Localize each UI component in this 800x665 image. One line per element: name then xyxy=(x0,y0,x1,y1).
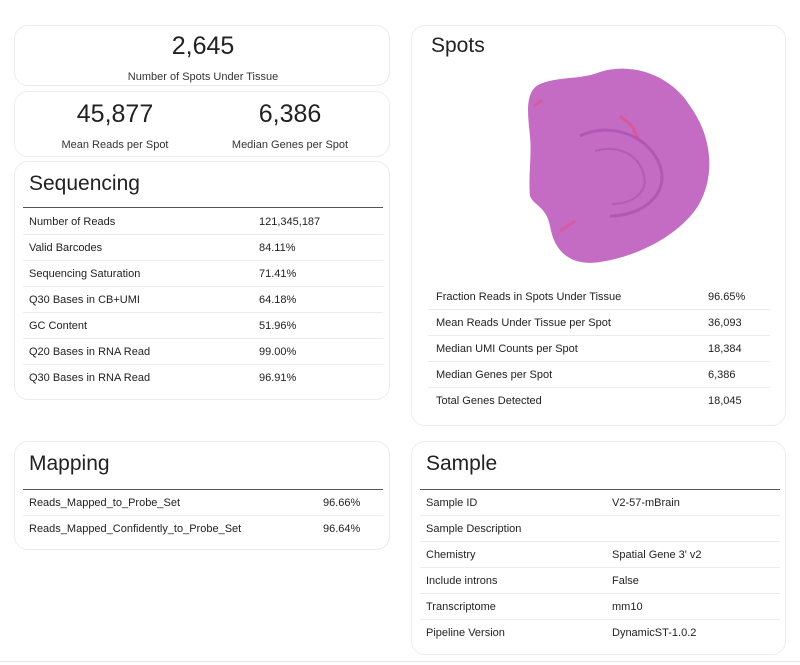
table-row: Number of Reads 121,345,187 xyxy=(23,209,383,235)
tissue-highlight-3 xyxy=(533,98,543,108)
metric-value: 64.18% xyxy=(259,293,297,306)
spots-under-tissue-card: 2,645 Number of Spots Under Tissue xyxy=(14,25,390,86)
metric-label: Transcriptome xyxy=(426,600,496,613)
metric-label: Median Genes per Spot xyxy=(436,368,553,381)
metric-label: Include introns xyxy=(426,574,498,587)
metric-label: Reads_Mapped_Confidently_to_Probe_Set xyxy=(29,523,242,535)
table-row: Q30 Bases in CB+UMI 64.18% xyxy=(23,287,383,313)
table-row: Reads_Mapped_Confidently_to_Probe_Set 96.… xyxy=(23,516,383,542)
metric-value: 71.41% xyxy=(259,267,297,280)
spots-under-tissue-label: Number of Spots Under Tissue xyxy=(127,71,279,83)
metric-label: Valid Barcodes xyxy=(29,241,103,254)
mean-reads-value: 45,877 xyxy=(76,100,154,128)
metric-value: V2-57-mBrain xyxy=(612,496,680,509)
metric-value: False xyxy=(612,574,639,587)
page-bottom-divider xyxy=(0,661,800,662)
tissue-section xyxy=(528,68,710,263)
metric-value: 6,386 xyxy=(708,368,736,381)
spots-card: Spots Fraction Reads in Spots Under Tiss… xyxy=(411,25,786,426)
tissue-inner-arc xyxy=(594,148,646,205)
table-row: Sequencing Saturation 71.41% xyxy=(23,261,383,287)
table-row: Valid Barcodes 84.11% xyxy=(23,235,383,261)
metric-label: Number of Reads xyxy=(29,215,116,228)
mean-reads-label: Mean Reads per Spot xyxy=(61,139,169,151)
metric-label: Reads_Mapped_to_Probe_Set xyxy=(29,496,181,509)
table-row: Sample ID V2-57-mBrain xyxy=(420,490,780,516)
sample-table: Sample ID V2-57-mBrain Sample Description… xyxy=(420,490,780,646)
metric-value: mm10 xyxy=(612,600,643,613)
table-row: Transcriptome mm10 xyxy=(420,594,780,620)
spots-title: Spots xyxy=(431,34,485,57)
table-row: Median UMI Counts per Spot 18,384 xyxy=(428,336,770,362)
table-row: Mean Reads Under Tissue per Spot 36,093 xyxy=(428,310,770,336)
metric-label: Fraction Reads in Spots Under Tissue xyxy=(436,290,622,303)
metric-label: Total Genes Detected xyxy=(436,395,542,407)
metric-value: 121,345,187 xyxy=(259,215,321,228)
metric-value: 51.96% xyxy=(259,319,297,332)
sequencing-title: Sequencing xyxy=(29,172,140,195)
metric-value: 18,045 xyxy=(708,395,742,407)
sequencing-table: Number of Reads 121,345,187 Valid Barcode… xyxy=(23,209,383,391)
table-row: Chemistry Spatial Gene 3' v2 xyxy=(420,542,780,568)
median-genes-label: Median Genes per Spot xyxy=(231,139,349,151)
table-row: Sample Description xyxy=(420,516,780,542)
table-row: Median Genes per Spot 6,386 xyxy=(428,362,770,388)
table-row: Q30 Bases in RNA Read 96.91% xyxy=(23,365,383,391)
metric-label: Q30 Bases in RNA Read xyxy=(29,372,151,384)
spots-table: Fraction Reads in Spots Under Tissue 96.6… xyxy=(428,284,770,414)
median-genes-value: 6,386 xyxy=(258,100,322,128)
sequencing-card: Sequencing Number of Reads 121,345,187 Va… xyxy=(14,161,390,400)
spots-under-tissue-value: 2,645 xyxy=(171,32,235,60)
metric-label: Q20 Bases in RNA Read xyxy=(29,345,151,358)
metric-label: Pipeline Version xyxy=(426,627,505,639)
sample-card: Sample Sample ID V2-57-mBrain Sample Desc… xyxy=(411,441,786,655)
metric-value: 96.64% xyxy=(323,523,361,535)
metric-label: Sample ID xyxy=(426,496,478,509)
table-row: Pipeline Version DynamicST-1.0.2 xyxy=(420,620,780,646)
metric-value: Spatial Gene 3' v2 xyxy=(612,548,702,561)
metric-value: 36,093 xyxy=(708,316,742,329)
metric-label: Sample Description xyxy=(426,522,522,535)
sample-title-rule xyxy=(420,489,780,490)
metric-label: Mean Reads Under Tissue per Spot xyxy=(436,316,611,329)
table-row: Include introns False xyxy=(420,568,780,594)
mapping-title-rule xyxy=(23,489,383,490)
sequencing-title-rule xyxy=(23,207,383,208)
metric-label: Sequencing Saturation xyxy=(29,267,141,280)
metric-value: 96.66% xyxy=(323,496,361,509)
metric-label: GC Content xyxy=(29,319,88,332)
tissue-highlight-2 xyxy=(559,219,576,233)
metric-label: Q30 Bases in CB+UMI xyxy=(29,293,140,306)
table-row: Reads_Mapped_to_Probe_Set 96.66% xyxy=(23,490,383,516)
metric-label: Chemistry xyxy=(426,548,476,561)
table-row: GC Content 51.96% xyxy=(23,313,383,339)
table-row: Fraction Reads in Spots Under Tissue 96.6… xyxy=(428,284,770,310)
mapping-title: Mapping xyxy=(29,452,110,475)
table-row: Total Genes Detected 18,045 xyxy=(428,388,770,414)
mapping-card: Mapping Reads_Mapped_to_Probe_Set 96.66% … xyxy=(14,441,390,550)
metric-value: 99.00% xyxy=(259,345,297,358)
tissue-image xyxy=(528,68,710,263)
metric-value: 96.65% xyxy=(708,290,746,303)
metric-value: 84.11% xyxy=(259,241,296,254)
tissue-hippocampus xyxy=(579,128,664,218)
metric-label: Median UMI Counts per Spot xyxy=(436,342,578,355)
reads-genes-summary-card: 45,877 Mean Reads per Spot 6,386 Median … xyxy=(14,91,390,157)
metric-value: DynamicST-1.0.2 xyxy=(612,627,697,639)
mapping-table: Reads_Mapped_to_Probe_Set 96.66% Reads_Ma… xyxy=(23,490,383,542)
sample-title: Sample xyxy=(426,452,498,475)
table-row: Q20 Bases in RNA Read 99.00% xyxy=(23,339,383,365)
metric-value: 18,384 xyxy=(708,342,742,355)
metric-value: 96.91% xyxy=(259,372,297,384)
tissue-highlight xyxy=(619,114,640,139)
